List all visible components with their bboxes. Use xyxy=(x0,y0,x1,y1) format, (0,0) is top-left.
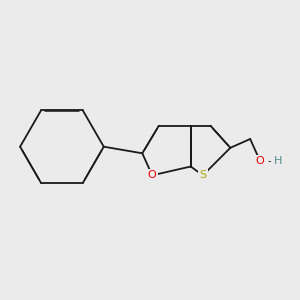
Text: -: - xyxy=(267,156,271,166)
Text: H: H xyxy=(274,156,282,166)
Text: S: S xyxy=(199,170,206,180)
Text: O: O xyxy=(256,156,265,166)
Text: O: O xyxy=(148,170,157,180)
